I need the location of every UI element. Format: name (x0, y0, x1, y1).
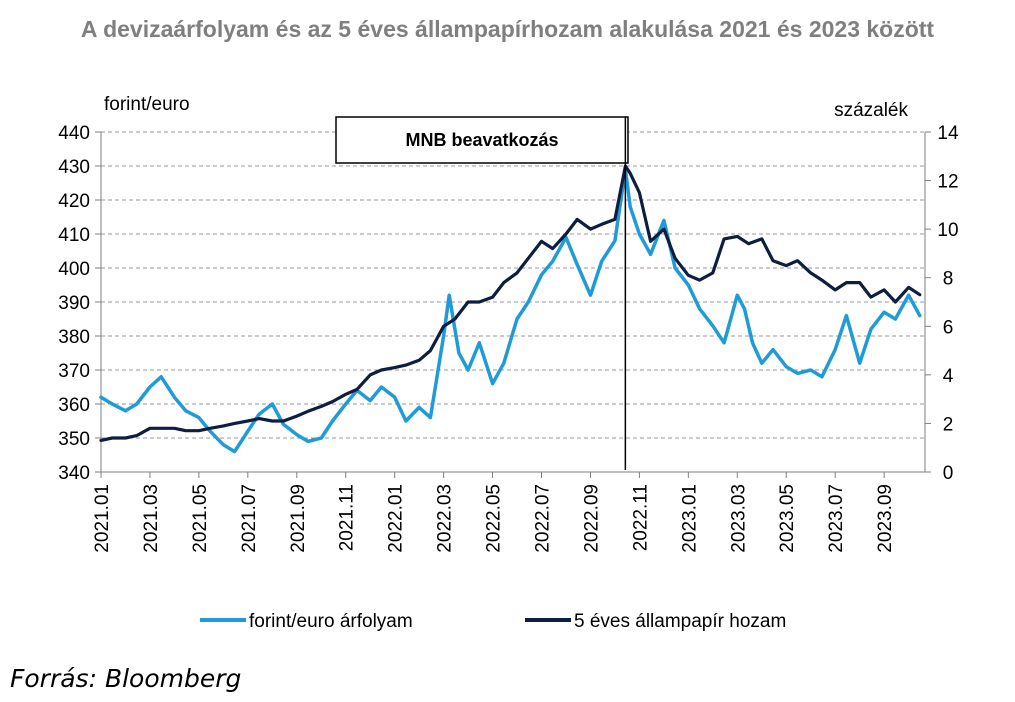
right-axis-tick-label: 0 (943, 463, 954, 484)
x-axis-tick-label: 2022.07 (533, 484, 554, 553)
legend: forint/euro árfolyam 5 éves állampapír ho… (200, 611, 786, 632)
annotation: MNB beavatkozás (335, 116, 629, 470)
left-axis-tick-label: 410 (58, 225, 90, 246)
x-axis-tick-label: 2021.07 (239, 484, 260, 553)
x-axis-tick-label: 2022.01 (386, 484, 407, 553)
left-axis-tick-label: 420 (58, 191, 90, 212)
left-axis-tick-label: 390 (58, 293, 90, 314)
left-axis-tick-label: 360 (58, 395, 90, 416)
x-axis-tick-label: 2021.05 (190, 484, 211, 553)
series-lines (99, 164, 922, 454)
x-axis-tick-label: 2022.03 (435, 484, 456, 553)
left-axis-tick-label: 350 (58, 429, 90, 450)
x-axis-tick-label: 2023.01 (679, 484, 700, 553)
x-axis-tick-label: 2023.05 (777, 484, 798, 553)
x-axis-tick-label: 2021.01 (92, 484, 113, 553)
right-axis-unit: százalék (834, 100, 908, 121)
x-axis-tick-label: 2023.07 (826, 484, 847, 553)
left-axis-tick-label: 440 (58, 123, 90, 144)
series-line-bond-yield (99, 164, 922, 442)
right-axis-tick-label: 12 (937, 172, 958, 193)
x-axis-tick-label: 2022.09 (581, 484, 602, 553)
right-axis-tick-label: 14 (937, 123, 959, 144)
x-axis-tick-label: 2022.05 (484, 484, 505, 553)
axes: 340 350 360 370 380 390 400 410 420 430 440 0 2 4 6 8 10… (58, 123, 959, 553)
left-axis-tick-label: 370 (58, 361, 90, 382)
right-axis-tick-label: 6 (943, 317, 954, 338)
series-line-forint-euro (99, 167, 922, 454)
x-axis-tick-label: 2021.09 (288, 484, 309, 553)
left-axis-tick-label: 340 (58, 463, 90, 484)
x-axis-tick-label: 2021.03 (141, 484, 162, 553)
x-axis-tick-label: 2023.09 (875, 484, 896, 553)
right-axis-tick-label: 4 (943, 366, 954, 387)
right-axis-tick-label: 2 (943, 414, 954, 435)
chart-title: A devizaárfolyam és az 5 éves állampapír… (80, 16, 935, 42)
annotation-label: MNB beavatkozás (405, 130, 558, 150)
left-axis-tick-label: 430 (58, 157, 90, 178)
gridlines (101, 131, 925, 439)
x-axis-tick-label: 2021.11 (337, 484, 358, 551)
left-axis-unit: forint/euro (104, 94, 190, 115)
legend-label: forint/euro árfolyam (249, 611, 413, 632)
source-note: Forrás: Bloomberg (10, 664, 242, 693)
x-axis-tick-label: 2023.03 (728, 484, 749, 553)
left-axis-tick-label: 400 (58, 259, 90, 280)
right-axis-tick-label: 8 (943, 269, 954, 290)
annotation-box (335, 116, 629, 164)
left-axis-tick-label: 380 (58, 327, 90, 348)
right-axis-tick-label: 10 (937, 220, 958, 241)
legend-label: 5 éves állampapír hozam (574, 611, 786, 632)
x-axis-tick-label: 2022.11 (630, 484, 651, 551)
